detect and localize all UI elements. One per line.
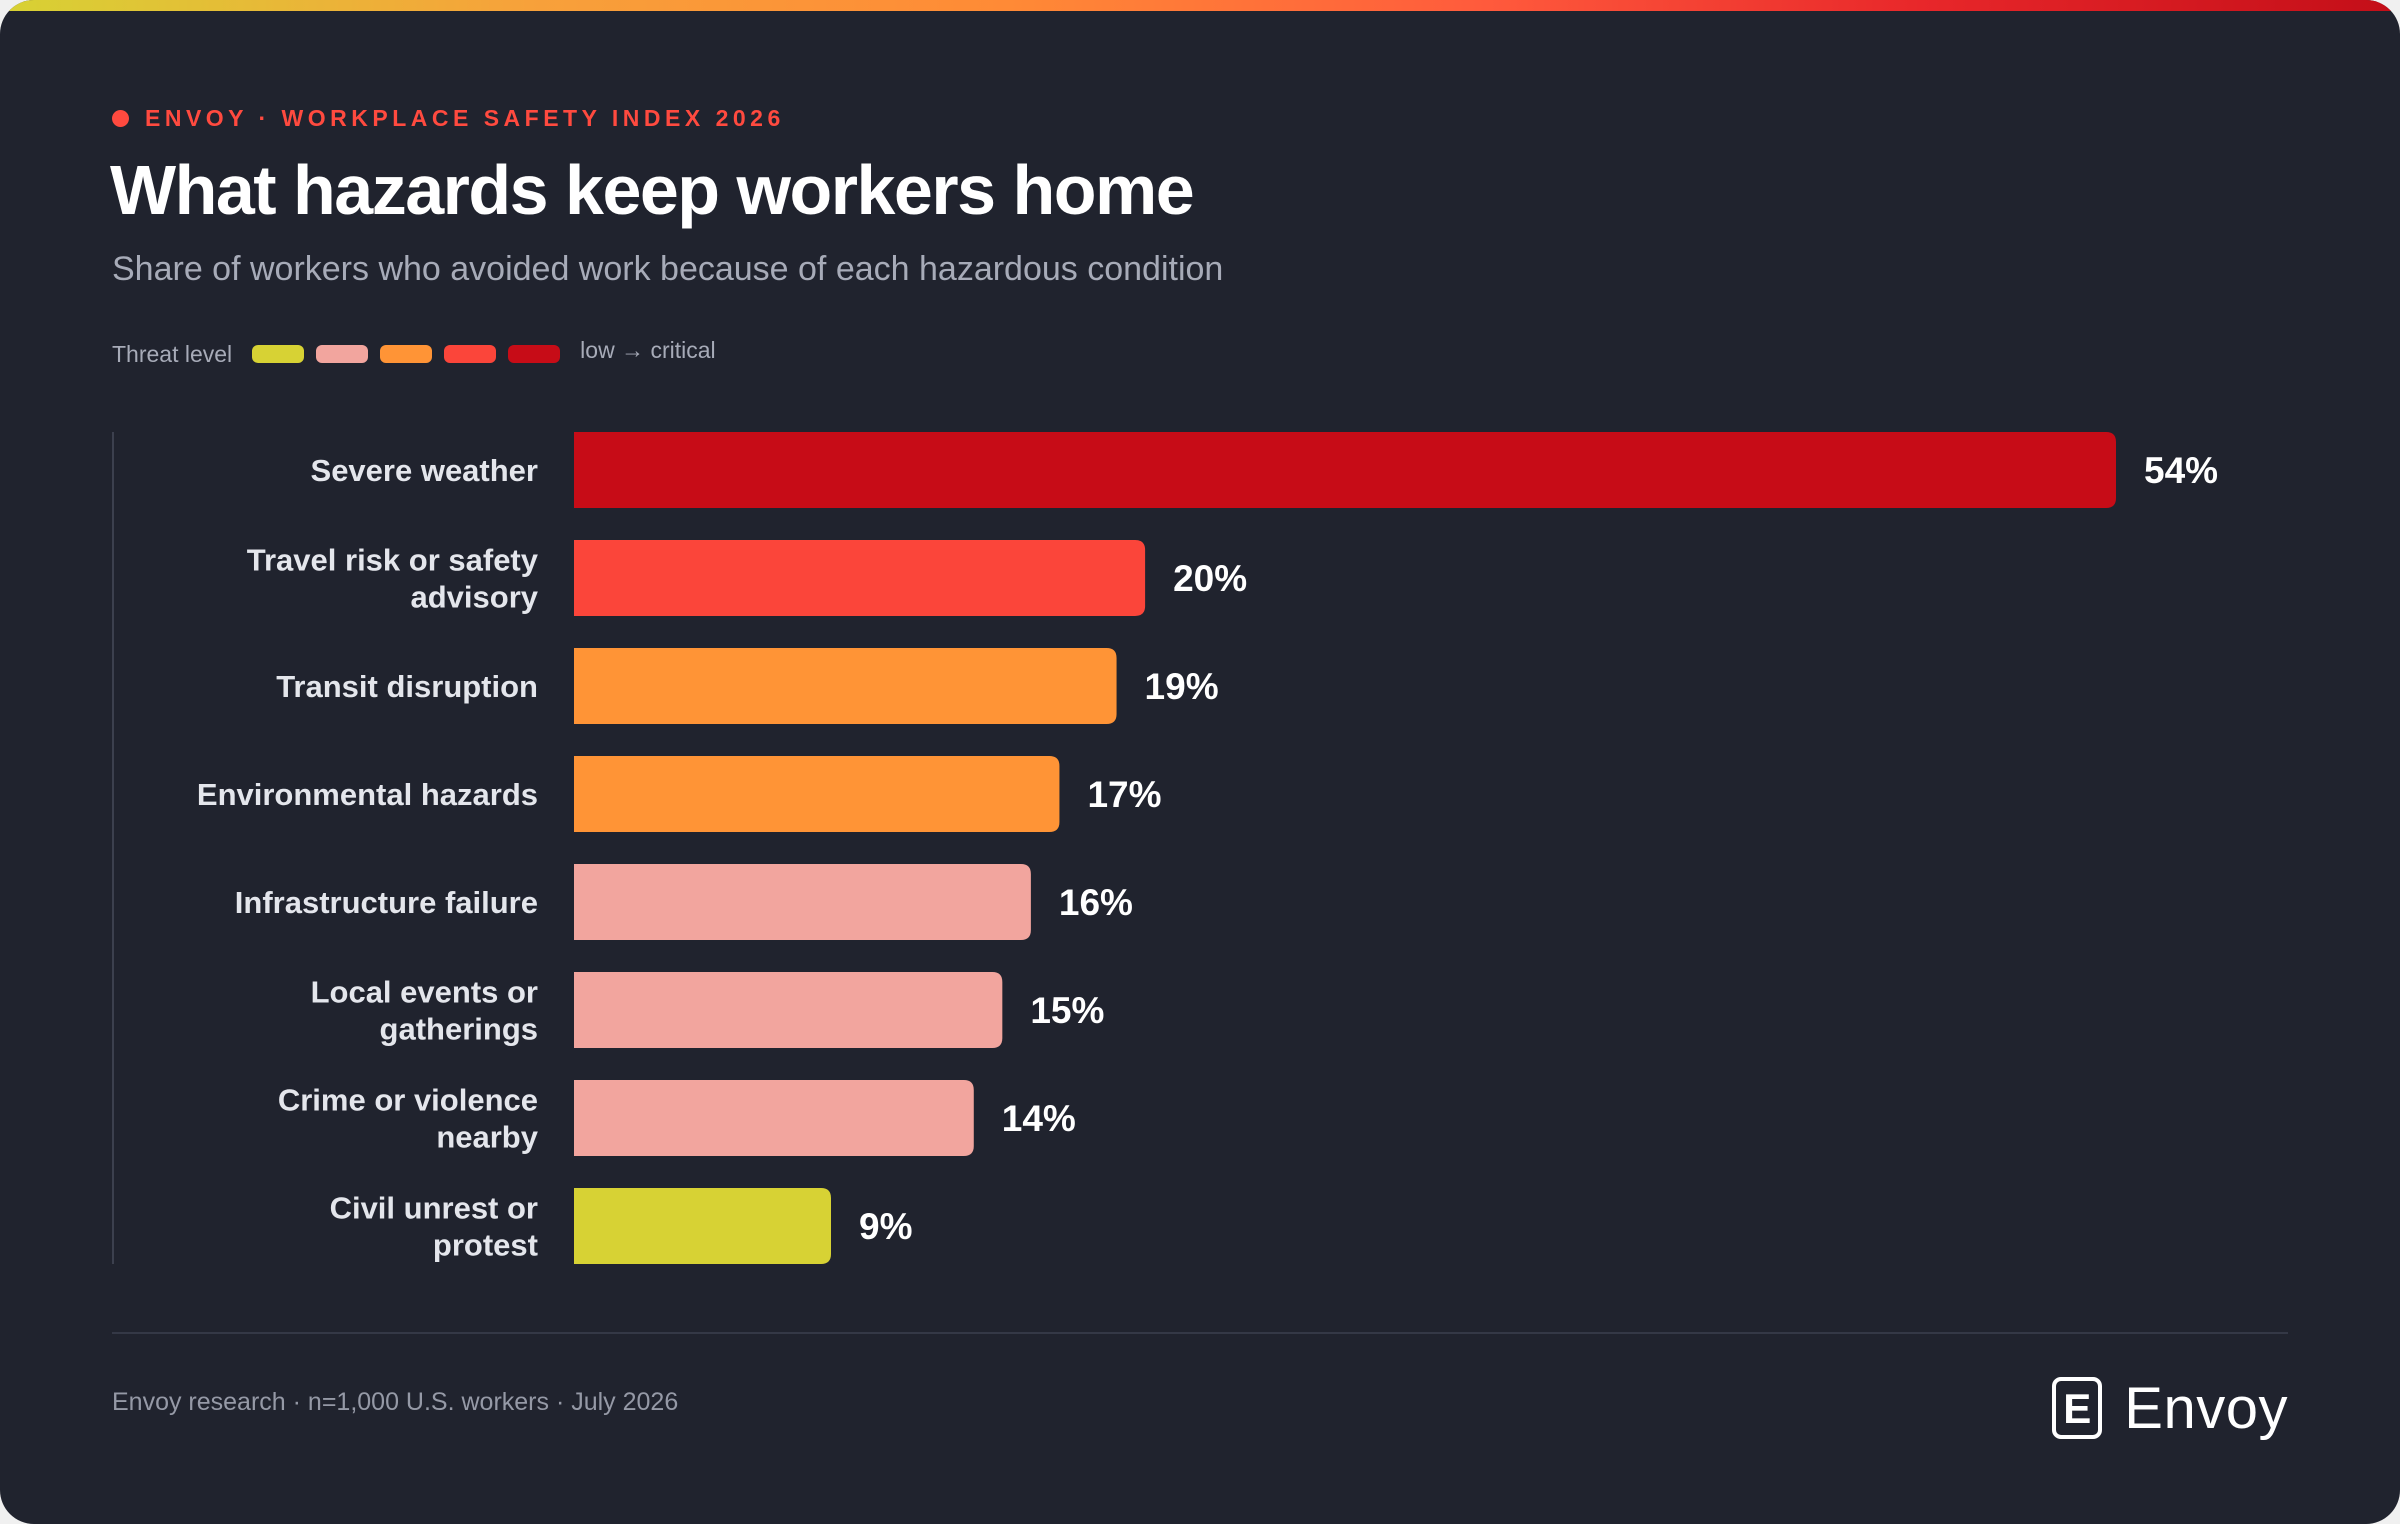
eyebrow: ENVOY · WORKPLACE SAFETY INDEX 2026: [112, 100, 785, 136]
category-label-2: Travel risk or safety advisory: [247, 543, 539, 615]
category-label-5: Infrastructure failure: [235, 885, 538, 920]
value-label-6: 15%: [1030, 990, 1104, 1031]
bar-3: [574, 648, 1117, 724]
bar-chart: 54% Severe weather 20% Travel risk or safet…: [112, 432, 2218, 1264]
legend-swatch-5: [508, 345, 561, 363]
bar-8: [574, 1188, 831, 1264]
value-label-4: 17%: [1087, 774, 1161, 815]
value-label-7: 14%: [1002, 1098, 1076, 1139]
bar-6: [574, 972, 1003, 1048]
value-label-5: 16%: [1059, 882, 1133, 923]
envoy-logo-text: Envoy: [2124, 1375, 2288, 1441]
legend-label: Threat level: [112, 340, 233, 367]
legend-swatch-1: [252, 345, 305, 363]
legend-swatch-3: [380, 345, 433, 363]
bar-2: [574, 540, 1146, 616]
eyebrow-text: ENVOY · WORKPLACE SAFETY INDEX 2026: [145, 104, 785, 131]
legend-swatch-4: [444, 345, 497, 363]
category-label-1: Severe weather: [311, 453, 538, 488]
eyebrow-dot-icon: [112, 109, 129, 127]
legend-swatch-2: [316, 345, 369, 363]
value-label-3: 19%: [1145, 666, 1219, 707]
value-label-8: 9%: [859, 1206, 912, 1247]
envoy-logo: E Envoy: [2052, 1372, 2288, 1444]
category-label-4: Environmental hazards: [197, 777, 538, 812]
legend-range-text: low → critical: [580, 336, 716, 363]
envoy-logo-icon: E: [2052, 1377, 2103, 1439]
bar-1: [574, 432, 2116, 508]
category-label-6: Local events or gatherings: [311, 975, 538, 1047]
footer-divider: [112, 1332, 2288, 1334]
bar-7: [574, 1080, 974, 1156]
chart-title: What hazards keep workers home: [110, 151, 1195, 229]
category-label-7: Crime or violence nearby: [278, 1083, 539, 1155]
envoy-logo-glyph: E: [2063, 1385, 2092, 1432]
category-label-3: Transit disruption: [276, 669, 538, 704]
chart-subtitle: Share of workers who avoided work becaus…: [112, 250, 1224, 288]
category-label-8: Civil unrest or protest: [330, 1191, 538, 1263]
source-note: Envoy research · n=1,000 U.S. workers · …: [112, 1388, 679, 1416]
threat-legend: Threat level low → critical: [112, 336, 716, 372]
bar-4: [574, 756, 1060, 832]
value-label-2: 20%: [1173, 558, 1247, 599]
accent-gradient-bar: [0, 0, 2400, 11]
value-label-1: 54%: [2144, 450, 2218, 491]
bar-5: [574, 864, 1031, 940]
